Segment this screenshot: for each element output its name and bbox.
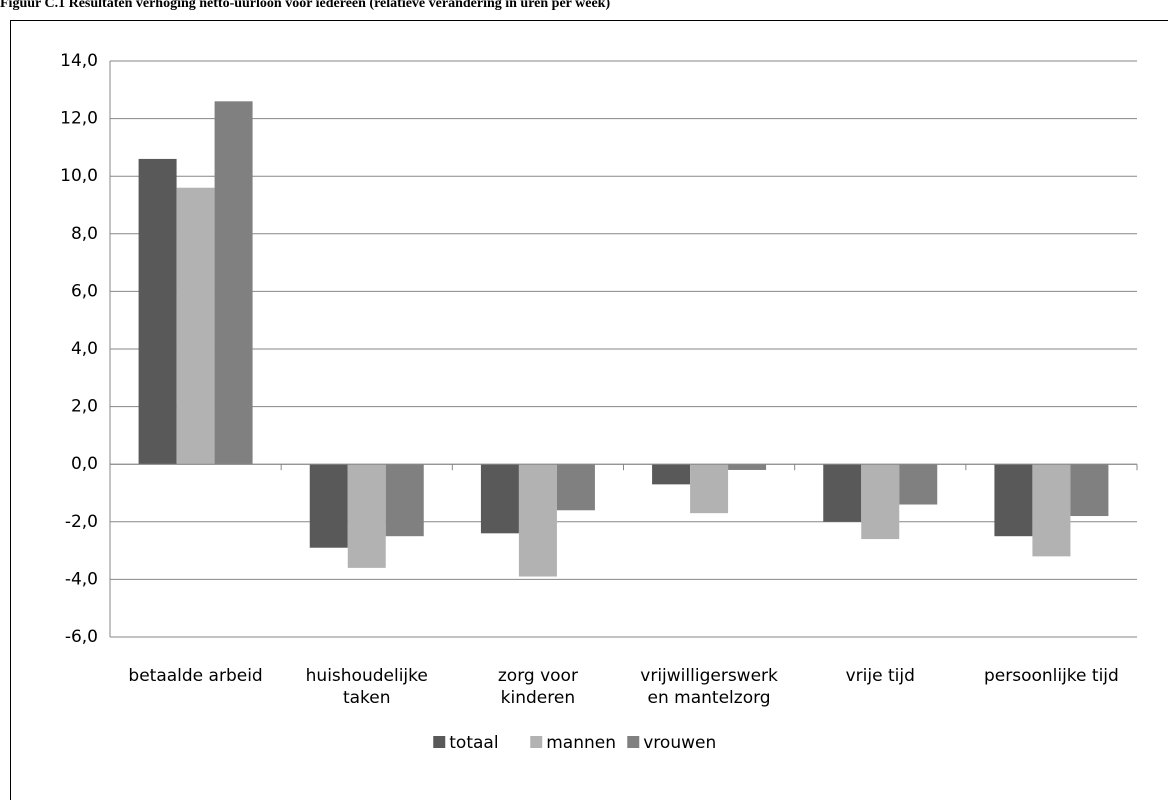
x-tick-label: persoonlijke tijd bbox=[983, 666, 1119, 686]
y-tick-label: -2,0 bbox=[65, 512, 98, 532]
y-tick-label: 8,0 bbox=[71, 224, 98, 244]
bar bbox=[176, 187, 215, 465]
bar bbox=[994, 464, 1033, 537]
x-tick-label: betaalde arbeid bbox=[128, 666, 263, 686]
bar bbox=[690, 464, 729, 514]
bar bbox=[518, 464, 557, 577]
x-tick-label: vrije tijd bbox=[845, 666, 915, 686]
x-tick-label: huishoudelijke taken bbox=[305, 666, 428, 708]
bar bbox=[823, 464, 862, 522]
legend-swatch bbox=[627, 736, 640, 748]
legend-label: vrouwen bbox=[643, 733, 716, 753]
legend-swatch bbox=[530, 736, 543, 748]
y-tick-label: 12,0 bbox=[60, 109, 98, 129]
bar bbox=[480, 464, 519, 534]
y-tick-label: 10,0 bbox=[60, 166, 98, 186]
bar bbox=[347, 464, 386, 568]
y-tick-label: 14,0 bbox=[60, 51, 98, 71]
y-tick-label: 4,0 bbox=[71, 339, 98, 359]
y-tick-label: 6,0 bbox=[71, 281, 98, 301]
x-tick-label: vrijwilligerswerk en mantelzorg bbox=[640, 666, 778, 708]
legend-label: mannen bbox=[546, 733, 616, 753]
chart-title: Figuur C.1 Resultaten verhoging netto-uu… bbox=[0, 0, 611, 11]
bar bbox=[385, 464, 424, 537]
bar bbox=[138, 158, 177, 465]
legend-swatch bbox=[433, 736, 446, 748]
bar bbox=[1070, 464, 1109, 517]
bar bbox=[899, 464, 938, 505]
chart-border bbox=[10, 20, 1168, 800]
y-tick-label: -4,0 bbox=[65, 569, 98, 589]
bar bbox=[861, 464, 900, 540]
x-tick-label: zorg voor kinderen bbox=[497, 666, 578, 708]
bar bbox=[214, 101, 253, 465]
bar bbox=[652, 464, 691, 485]
bar bbox=[728, 464, 767, 470]
y-tick-label: 0,0 bbox=[71, 454, 98, 474]
y-tick-label: 2,0 bbox=[71, 397, 98, 417]
bar bbox=[309, 464, 348, 548]
y-tick-label: -6,0 bbox=[65, 627, 98, 647]
bar bbox=[1032, 464, 1071, 557]
bar bbox=[556, 464, 595, 511]
legend-label: totaal bbox=[449, 733, 498, 753]
